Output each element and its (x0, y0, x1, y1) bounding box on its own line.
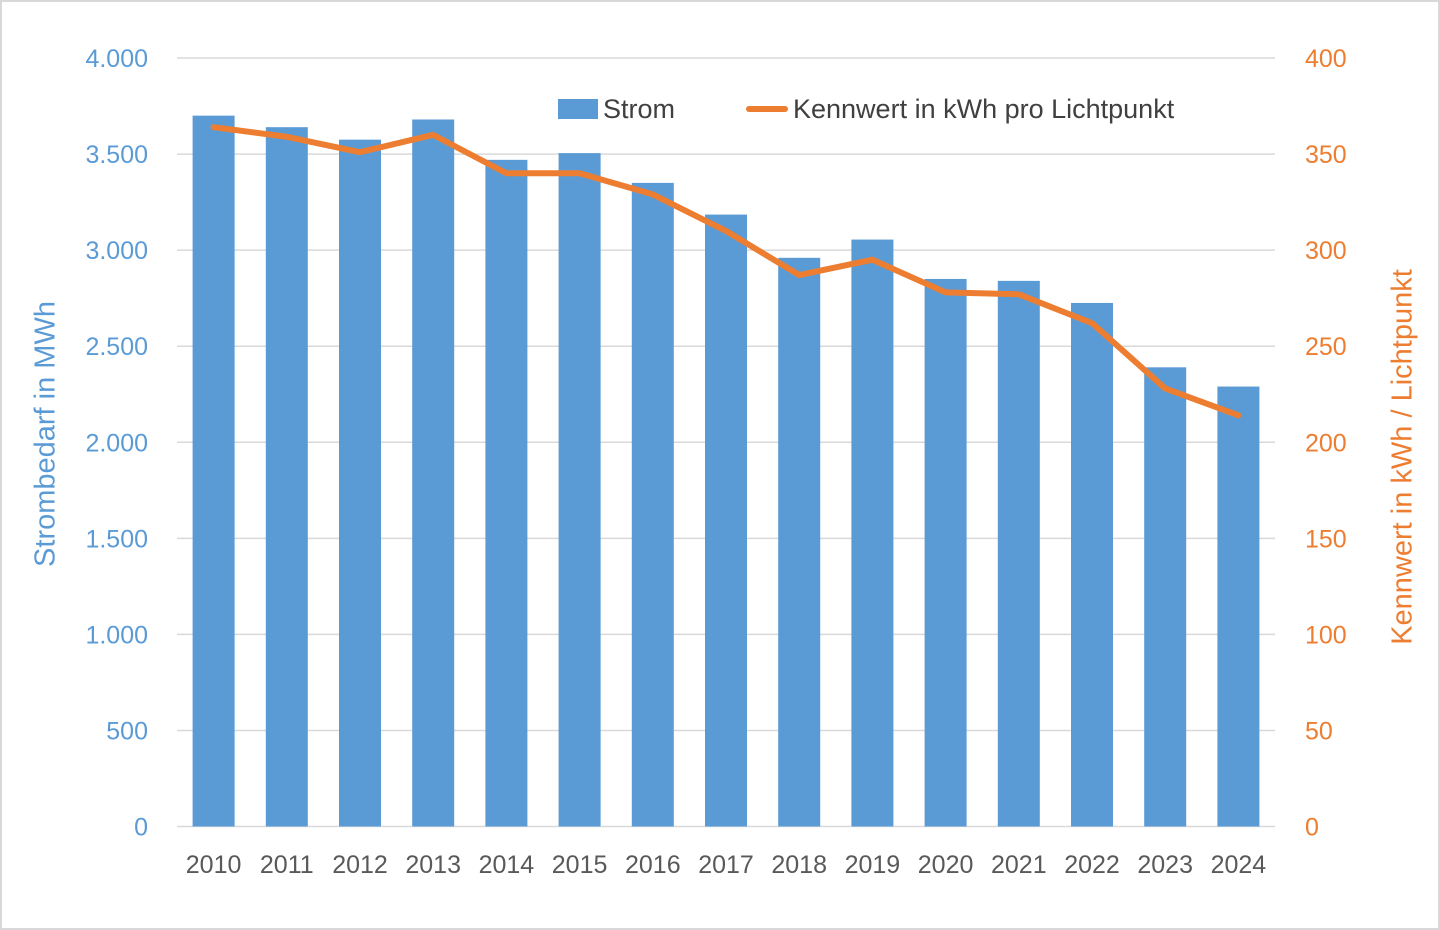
right-axis-tick-label: 150 (1305, 525, 1347, 553)
left-axis-tick-label: 0 (134, 814, 148, 842)
right-axis-tick-label: 400 (1305, 45, 1347, 73)
right-axis-tick-label: 100 (1305, 621, 1347, 649)
legend-label-strom: Strom (603, 93, 676, 124)
x-axis-year-label: 2019 (845, 851, 901, 879)
right-axis-tick-label: 50 (1305, 717, 1333, 745)
left-axis-tick-label: 3.000 (85, 237, 148, 265)
bar-2011 (265, 127, 308, 827)
bar-2015 (558, 153, 601, 827)
left-axis-tick-label: 3.500 (85, 141, 148, 169)
bar-2024 (1217, 386, 1260, 827)
left-axis-tick-label: 500 (106, 717, 148, 745)
bar-2016 (631, 182, 674, 827)
x-axis-year-label: 2015 (552, 851, 608, 879)
bar-2010 (192, 115, 235, 827)
x-axis-year-label: 2012 (332, 851, 388, 879)
bar-2012 (339, 139, 381, 827)
x-axis-year-label: 2021 (991, 851, 1047, 879)
strom-series-swatch-icon (558, 99, 598, 119)
left-axis-tick-label: 1.000 (85, 621, 148, 649)
x-axis-year-label: 2013 (405, 851, 461, 879)
bar-2019 (851, 239, 894, 827)
legend-item-strom: Strom (558, 94, 675, 124)
right-axis-tick-label: 250 (1305, 333, 1347, 361)
kennwert-series-line-icon (746, 106, 788, 112)
left-axis-tick-label: 1.500 (85, 525, 148, 553)
left-axis-title: Strombedarf in MWh (29, 301, 62, 567)
bar-2022 (1071, 302, 1113, 827)
right-axis-tick-label: 300 (1305, 237, 1347, 265)
x-axis-year-label: 2016 (625, 851, 681, 879)
x-axis-year-label: 2024 (1211, 851, 1267, 879)
bar-2018 (778, 257, 821, 827)
legend-item-kennwert: Kennwert in kWh pro Lichtpunkt (746, 94, 1174, 124)
x-axis-year-label: 2020 (918, 851, 974, 879)
bar-2020 (924, 278, 967, 827)
bar-2021 (997, 280, 1040, 827)
bar-2023 (1144, 367, 1187, 827)
right-axis-tick-label: 200 (1305, 429, 1347, 457)
x-axis-year-label: 2011 (260, 851, 314, 879)
kennwert-line-series (210, 124, 1242, 419)
right-axis-tick-label: 0 (1305, 814, 1319, 842)
bar-2017 (705, 214, 747, 827)
right-axis-tick-label: 350 (1305, 141, 1347, 169)
x-axis-year-label: 2010 (186, 851, 242, 879)
right-axis-title: Kennwert in kWh / Lichtpunkt (1386, 269, 1419, 645)
bar-2013 (412, 119, 455, 827)
left-axis-tick-label: 4.000 (85, 45, 148, 73)
x-axis-year-label: 2022 (1064, 851, 1120, 879)
legend-label-kennwert: Kennwert in kWh pro Lichtpunkt (793, 93, 1175, 124)
bar-2014 (485, 159, 528, 827)
x-axis-year-label: 2014 (479, 851, 535, 879)
left-axis-tick-label: 2.500 (85, 333, 148, 361)
x-axis-year-label: 2023 (1137, 851, 1193, 879)
x-axis-year-label: 2017 (698, 851, 754, 879)
left-axis-tick-label: 2.000 (85, 429, 148, 457)
x-axis-year-label: 2018 (771, 851, 827, 879)
